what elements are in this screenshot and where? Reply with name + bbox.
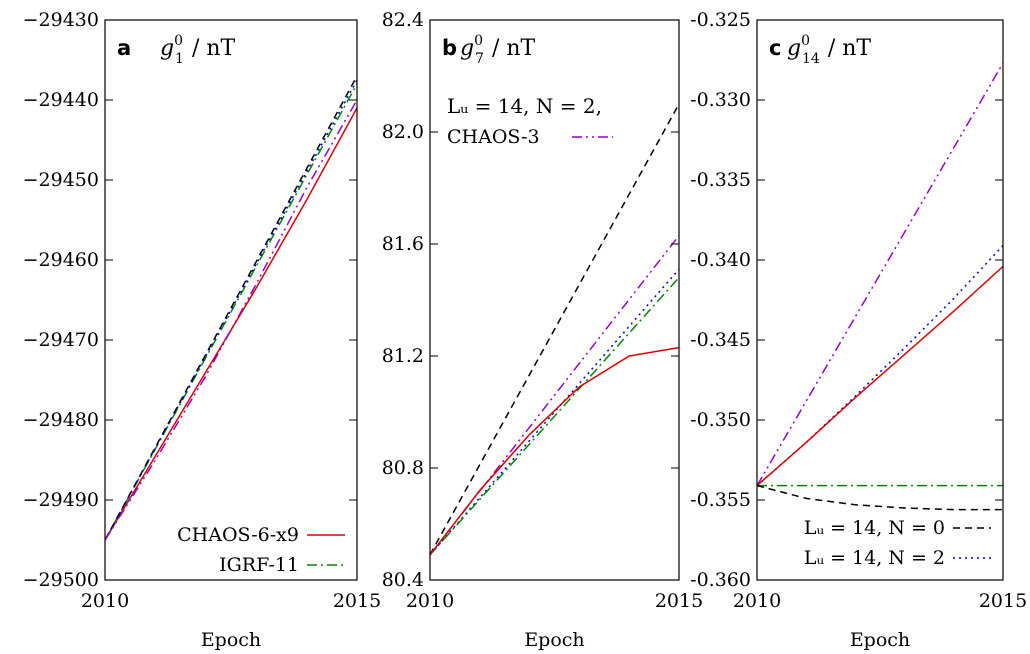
plot-frame <box>429 19 680 581</box>
panel-title-text: g0 14 / nT <box>787 33 871 67</box>
y-tick-label: -0.345 <box>690 329 751 351</box>
series-line-4 <box>430 346 679 556</box>
y-tick-label: -0.335 <box>690 169 751 191</box>
x-tick-label: 2015 <box>979 590 1027 612</box>
panel-title-text: g0 1 / nT <box>160 33 236 67</box>
legend: Lᵤ = 14, N = 0 Lᵤ = 14, N = 2 <box>804 517 991 569</box>
panel-c: -0.360 -0.355 -0.350 -0.345 -0.340 -0.335 -0.3… <box>690 9 1027 651</box>
x-tick-label: 2010 <box>406 590 454 612</box>
x-axis-label: Epoch <box>201 629 261 651</box>
title-symbol: g <box>787 36 801 61</box>
y-tick-label: 80.4 <box>382 569 424 591</box>
y-tick-label: −29470 <box>23 329 99 351</box>
x-tick-label: 2015 <box>655 590 703 612</box>
series-line-4 <box>757 484 1003 511</box>
panel-letter: c <box>769 36 781 60</box>
title-unit: / nT <box>192 36 236 61</box>
series-line-2 <box>430 268 679 556</box>
title-subscript: 7 <box>475 51 484 67</box>
y-tick-label: -0.325 <box>690 9 751 31</box>
series-line-1 <box>757 245 1003 487</box>
x-tick-label: 2010 <box>733 590 781 612</box>
title-unit: / nT <box>492 36 536 61</box>
series-line-2 <box>105 75 357 541</box>
y-tick-label: −29460 <box>23 249 99 271</box>
y-tick-label: -0.330 <box>690 89 751 111</box>
legend-label: CHAOS-3 <box>447 126 540 148</box>
y-tick-label: −29500 <box>23 569 99 591</box>
title-superscript: 0 <box>174 33 183 49</box>
series-line-0 <box>430 103 679 556</box>
panel-letter: b <box>442 36 457 60</box>
series-group <box>430 103 679 556</box>
legend-label: Lᵤ = 14, N = 0 <box>804 517 945 539</box>
legend-label: CHAOS-6-x9 <box>177 524 299 546</box>
y-tick-label: −29430 <box>23 9 99 31</box>
y-tick-label: −29440 <box>23 89 99 111</box>
plot-frame <box>756 19 1004 581</box>
y-tick-label: 81.6 <box>382 233 424 255</box>
legend-label: IGRF-11 <box>219 554 299 576</box>
y-tick-label: -0.350 <box>690 409 751 431</box>
legend: CHAOS-6-x9 IGRF-11 <box>177 524 345 576</box>
panel-letter: a <box>117 36 131 60</box>
series-line-2 <box>757 265 1003 487</box>
series-line-0 <box>105 107 357 541</box>
y-tick-label: −29480 <box>23 409 99 431</box>
title-subscript: 14 <box>802 51 820 67</box>
x-tick-label: 2010 <box>81 590 129 612</box>
y-tick-label: 82.0 <box>382 121 424 143</box>
plot-frame <box>104 19 358 581</box>
legend: Lᵤ = 14, N = 2, CHAOS-3 <box>447 94 613 148</box>
series-line-0 <box>757 62 1003 486</box>
title-symbol: g <box>160 36 174 61</box>
series-group <box>757 62 1003 511</box>
x-axis-label: Epoch <box>850 629 910 651</box>
y-tick-label: 80.8 <box>382 457 424 479</box>
series-line-3 <box>105 79 357 541</box>
x-tick-label: 2015 <box>333 590 381 612</box>
panel-b: 80.4 80.8 81.2 81.6 82.0 82.4 2010 2015 Epoch b g0… <box>382 9 703 651</box>
y-tick-label: 82.4 <box>382 9 424 31</box>
x-axis-label: Epoch <box>524 629 584 651</box>
panel-title-text: g0 7 / nT <box>460 33 536 67</box>
legend-label: Lᵤ = 14, N = 2 <box>804 547 945 569</box>
y-tick-label: -0.355 <box>690 489 751 511</box>
title-unit: / nT <box>828 36 872 61</box>
series-line-3 <box>430 277 679 556</box>
y-tick-label: -0.340 <box>690 249 751 271</box>
panel-title: b g0 7 / nT <box>442 33 536 67</box>
panel-title: c g0 14 / nT <box>769 33 871 67</box>
series-group <box>105 75 357 541</box>
y-tick-label: −29490 <box>23 489 99 511</box>
title-symbol: g <box>460 36 474 61</box>
y-tick-label: −29450 <box>23 169 99 191</box>
series-line-4 <box>105 99 357 541</box>
panel-title: a g0 1 / nT <box>117 33 236 67</box>
y-tick-label: -0.360 <box>690 569 751 591</box>
title-superscript: 0 <box>801 33 810 49</box>
panel-a: −29500 −29490 −29480 −29470 −29460 −29450 −294… <box>23 9 382 651</box>
title-subscript: 1 <box>175 51 184 67</box>
y-tick-label: 81.2 <box>382 345 424 367</box>
title-superscript: 0 <box>474 33 483 49</box>
legend-prefix: Lᵤ = 14, N = 2, <box>447 94 602 118</box>
